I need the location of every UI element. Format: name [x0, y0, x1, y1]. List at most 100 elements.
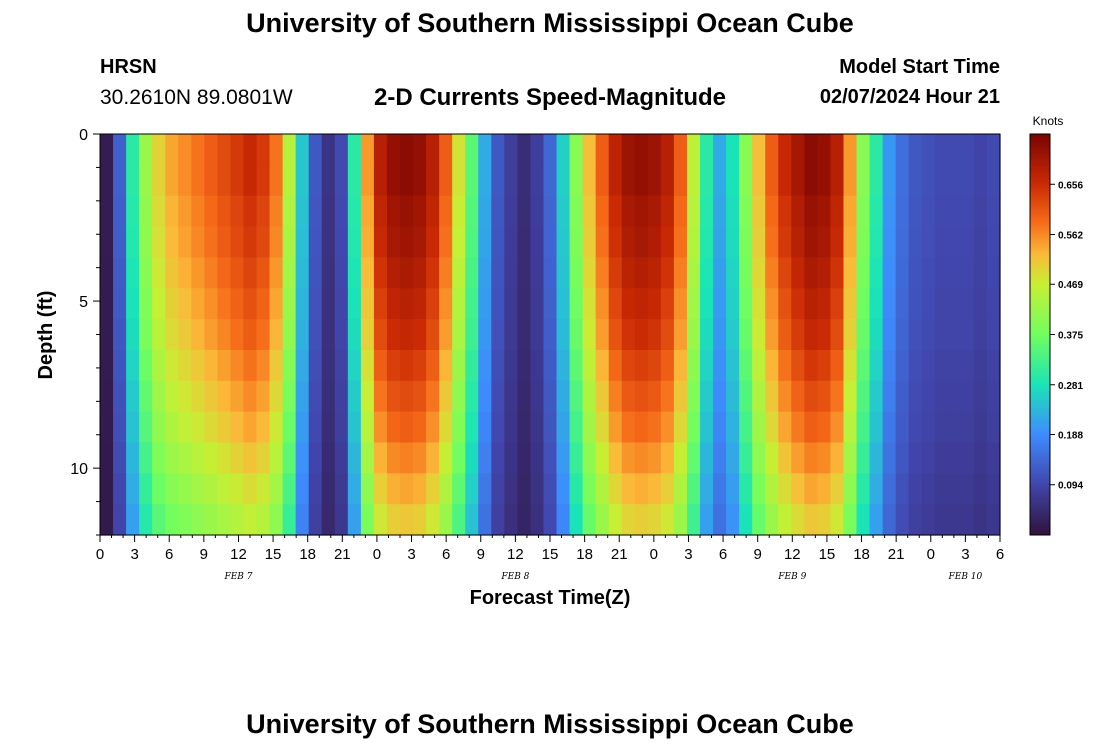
heatmap-cell — [139, 288, 153, 320]
heatmap-cell — [139, 442, 153, 474]
heatmap-cell — [217, 257, 232, 289]
heatmap-cell — [817, 288, 832, 320]
heatmap-cell — [986, 134, 1001, 166]
heatmap-cell — [282, 226, 297, 258]
heatmap-cell — [517, 411, 532, 444]
heatmap-cell — [386, 195, 401, 228]
heatmap-cell — [439, 195, 453, 228]
heatmap-cell — [752, 226, 766, 258]
heatmap-cell — [582, 195, 597, 228]
heatmap-cell — [504, 288, 518, 320]
heatmap-cell — [621, 473, 636, 505]
heatmap-cell — [282, 349, 297, 382]
heatmap-cell — [608, 473, 623, 505]
heatmap-cell — [517, 288, 532, 320]
heatmap-cell — [882, 380, 897, 413]
heatmap-cell — [700, 473, 714, 505]
heatmap-cell — [595, 288, 610, 320]
heatmap-cell — [517, 134, 532, 166]
heatmap-cell — [282, 411, 297, 444]
heatmap-cell — [360, 134, 375, 166]
heatmap-cell — [152, 411, 166, 444]
heatmap-cell — [817, 411, 832, 444]
heatmap-cell — [843, 226, 858, 258]
heatmap-cell — [739, 257, 753, 289]
heatmap-cell — [986, 349, 1001, 382]
heatmap-cell — [556, 411, 571, 444]
heatmap-cell — [426, 380, 440, 413]
heatmap-cell — [856, 164, 871, 197]
heatmap-cell — [269, 349, 284, 382]
heatmap-cell — [530, 349, 545, 382]
heatmap-cell — [178, 411, 192, 444]
x-tick-label: 15 — [542, 546, 559, 563]
heatmap-cell — [478, 164, 492, 197]
heatmap-cell — [452, 380, 466, 413]
heatmap-cell — [843, 504, 858, 536]
heatmap-cell — [191, 319, 205, 351]
heatmap-cell — [608, 164, 623, 197]
heatmap-cell — [830, 380, 845, 413]
heatmap-cell — [152, 504, 166, 536]
heatmap-cell — [556, 226, 571, 258]
heatmap-cell — [178, 257, 192, 289]
heatmap-cell — [595, 134, 610, 166]
heatmap-cell — [556, 380, 571, 413]
heatmap-cell — [360, 288, 375, 320]
heatmap-cell — [491, 473, 505, 505]
heatmap-cell — [739, 288, 753, 320]
heatmap-cell — [739, 164, 753, 197]
heatmap-cell — [700, 380, 714, 413]
heatmap-cell — [608, 288, 623, 320]
heatmap-cell — [204, 504, 218, 536]
heatmap-cell — [230, 504, 245, 536]
heatmap-cell — [282, 504, 297, 536]
heatmap-cell — [413, 134, 427, 166]
x-tick-label: 15 — [265, 546, 282, 563]
heatmap-cell — [426, 349, 440, 382]
heatmap-cell — [882, 473, 897, 505]
heatmap-cell — [373, 411, 388, 444]
heatmap-cell — [360, 504, 375, 536]
heatmap-cell — [230, 349, 245, 382]
heatmap-cell — [660, 380, 675, 413]
heatmap-cell — [243, 195, 258, 228]
heatmap-cell — [426, 164, 440, 197]
heatmap-cell — [804, 288, 818, 320]
heatmap-cell — [947, 195, 962, 228]
heatmap-cell — [895, 504, 910, 536]
heatmap-cell — [934, 257, 949, 289]
heatmap-cell — [726, 349, 740, 382]
heatmap-cell — [869, 257, 884, 289]
heatmap-cell — [713, 134, 727, 166]
heatmap-cell — [165, 319, 179, 351]
heatmap-cell — [334, 226, 349, 258]
heatmap-cell — [517, 473, 532, 505]
heatmap-cell — [452, 473, 466, 505]
heatmap-cell — [530, 226, 545, 258]
heatmap-cell — [478, 473, 492, 505]
heatmap-cell — [204, 164, 218, 197]
heatmap-cell — [543, 134, 558, 166]
heatmap-cell — [973, 473, 988, 505]
heatmap-cell — [673, 349, 688, 382]
heatmap-cell — [243, 226, 258, 258]
heatmap-cell — [113, 349, 127, 382]
heatmap-cell — [804, 134, 818, 166]
heatmap-cell — [895, 134, 910, 166]
heatmap-cell — [608, 380, 623, 413]
heatmap-cell — [673, 411, 688, 444]
heatmap-cell — [413, 195, 427, 228]
heatmap-cell — [947, 226, 962, 258]
heatmap-cell — [504, 134, 518, 166]
heatmap-cell — [908, 349, 923, 382]
heatmap-cell — [830, 504, 845, 536]
heatmap-cell — [191, 226, 205, 258]
x-tick-label: 3 — [684, 546, 692, 563]
heatmap-cell — [778, 257, 792, 289]
heatmap-cell — [543, 504, 558, 536]
heatmap-cell — [582, 504, 597, 536]
heatmap-cell — [739, 349, 753, 382]
x-tick-label: 3 — [407, 546, 415, 563]
heatmap-cell — [113, 411, 127, 444]
